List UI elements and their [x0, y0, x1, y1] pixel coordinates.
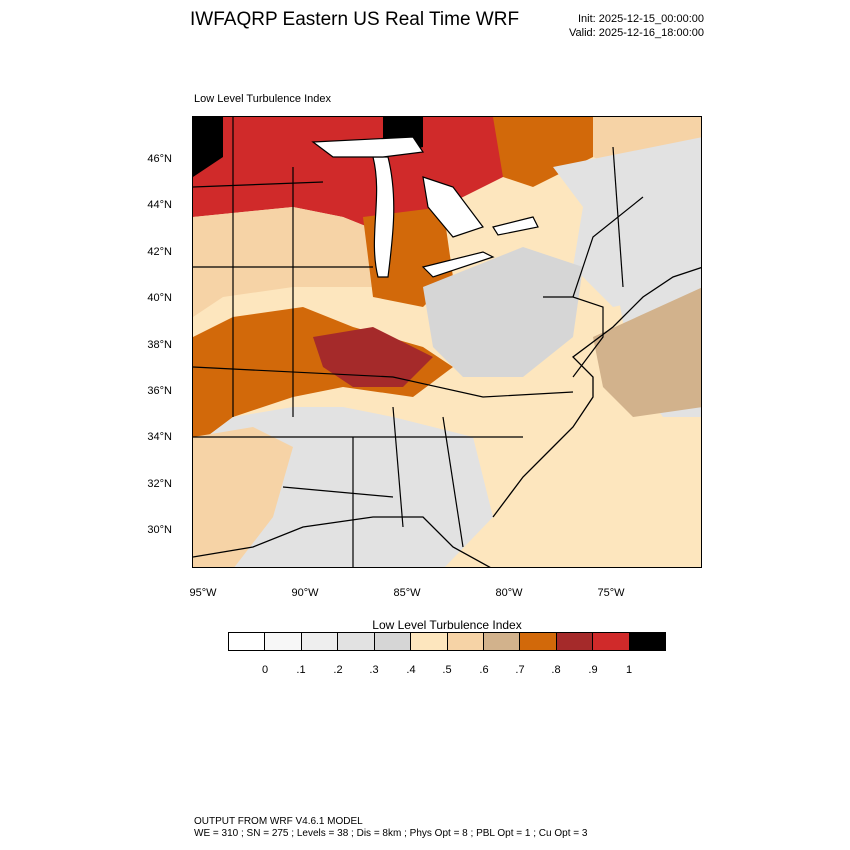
colorbar	[228, 632, 666, 651]
colorbar-segment	[229, 633, 266, 650]
gulf-coastline	[193, 516, 491, 567]
lake-ontario	[492, 216, 539, 236]
kentucky-red-area	[313, 327, 433, 387]
ocean-tan-area	[593, 287, 701, 417]
midatlantic-grey-area	[423, 247, 583, 377]
lon-label: 75°W	[597, 587, 625, 599]
northwest-black-area	[193, 117, 223, 177]
lake-huron	[422, 176, 484, 238]
atlantic-coastline	[492, 266, 701, 518]
lat-label: 30°N	[147, 524, 172, 536]
colorbar-segment	[447, 633, 484, 650]
colorbar-segment	[374, 633, 412, 650]
lat-label: 46°N	[147, 153, 172, 165]
north-red-area	[193, 117, 503, 237]
lat-label: 36°N	[147, 385, 172, 397]
colorbar-segment	[301, 633, 339, 650]
valid-time: Valid: 2025-12-16_18:00:00	[569, 27, 704, 39]
lon-label: 85°W	[393, 587, 421, 599]
lat-label: 44°N	[147, 199, 172, 211]
colorbar-tick-label: .1	[296, 664, 306, 676]
colorbar-tick-label: .5	[442, 664, 452, 676]
colorbar-segment	[483, 633, 521, 650]
colorbar-title: Low Level Turbulence Index	[372, 618, 522, 632]
model-config-line: WE = 310 ; SN = 275 ; Levels = 38 ; Dis …	[194, 828, 588, 839]
lat-label: 32°N	[147, 478, 172, 490]
colorbar-segment	[556, 633, 594, 650]
lake-erie	[421, 251, 495, 278]
southwest-tan-area	[193, 427, 293, 567]
colorbar-tick-label: .6	[479, 664, 489, 676]
lat-label: 40°N	[147, 292, 172, 304]
model-info-line: OUTPUT FROM WRF V4.6.1 MODEL	[194, 816, 363, 827]
colorbar-tick-label: .2	[333, 664, 343, 676]
lake-superior	[311, 136, 425, 158]
colorbar-tick-label: 1	[625, 664, 633, 676]
colorbar-segment	[593, 633, 630, 650]
colorbar-tick-label: .4	[406, 664, 416, 676]
ocean-area	[493, 447, 701, 567]
init-time: Init: 2025-12-15_00:00:00	[578, 13, 704, 25]
lon-label: 80°W	[495, 587, 523, 599]
colorbar-segment	[265, 633, 302, 650]
colorbar-tick-label: .7	[515, 664, 525, 676]
lon-label: 90°W	[291, 587, 319, 599]
colorbar-segment	[338, 633, 375, 650]
lon-label: 95°W	[189, 587, 217, 599]
lat-label: 38°N	[147, 339, 172, 351]
colorbar-tick-label: .8	[551, 664, 561, 676]
lake-michigan	[372, 156, 395, 278]
lat-label: 42°N	[147, 246, 172, 258]
map-field-label: Low Level Turbulence Index	[194, 93, 331, 105]
colorbar-tick-label: 0	[261, 664, 269, 676]
turbulence-map	[193, 117, 701, 567]
colorbar-segment	[520, 633, 557, 650]
map-plot	[192, 116, 702, 568]
colorbar-tick-label: .3	[369, 664, 379, 676]
lat-label: 34°N	[147, 431, 172, 443]
colorbar-segment	[629, 633, 666, 650]
colorbar-tick-label: .9	[588, 664, 598, 676]
state-borders	[193, 117, 644, 567]
map-title: IWFAQRP Eastern US Real Time WRF	[190, 9, 520, 30]
colorbar-segment	[411, 633, 448, 650]
northeast-grey-area	[553, 137, 701, 307]
